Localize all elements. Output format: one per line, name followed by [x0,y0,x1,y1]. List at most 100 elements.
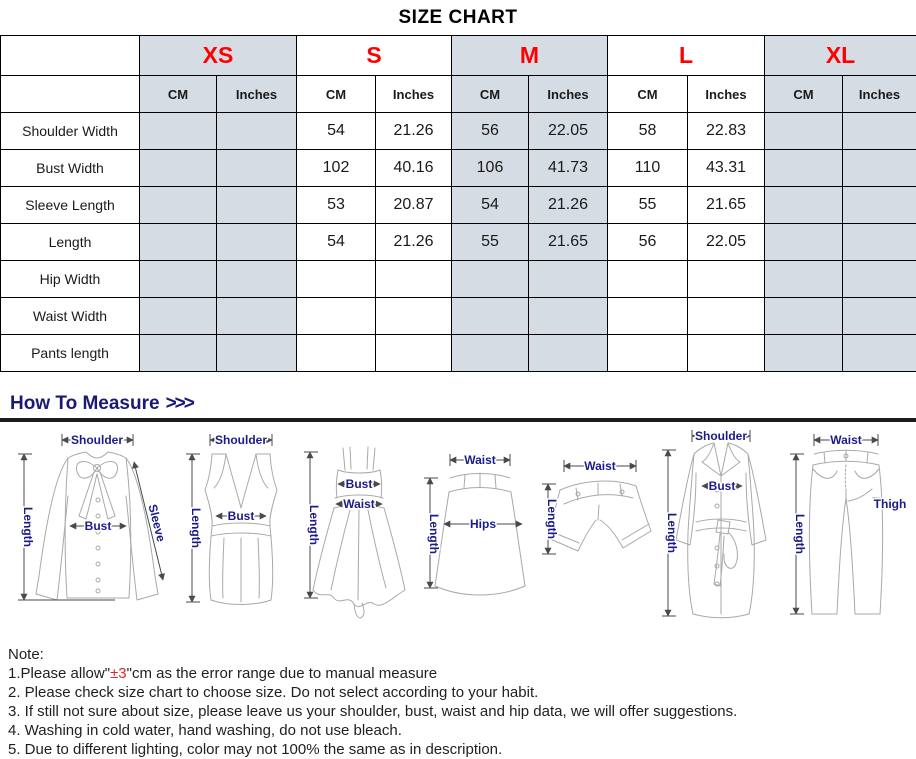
row-label: Pants length [1,335,140,372]
cell [688,261,765,298]
note-item-3: 3. If still not sure about size, please … [8,702,916,721]
cell [297,261,376,298]
coat-figure: Shoulder Bust Length [656,428,784,633]
cell [529,261,608,298]
cell [452,261,529,298]
cell [843,298,916,335]
table-row-waist-width: Waist Width [1,298,916,335]
note-1-suffix: "cm as the error range due to manual mea… [127,665,437,682]
cell [452,335,529,372]
cell [843,335,916,372]
pants-thigh-label: Thigh [874,497,906,511]
unit-l-inches: Inches [688,76,765,113]
cell: 106 [452,150,529,187]
cell [843,113,916,150]
cell: 21.65 [688,187,765,224]
cell [765,298,843,335]
cell [140,224,217,261]
tank-bust-label: Bust [228,509,255,523]
table-row-length: Length 54 21.26 55 21.65 56 22.05 [1,224,916,261]
blouse-shoulder-label: Shoulder [71,433,123,447]
cell: 22.05 [529,113,608,150]
blouse-figure: Shoulder Length Bust Sleeve [10,428,180,633]
pants-waist-label: Waist [830,433,862,447]
cell [843,187,916,224]
blouse-bust-label: Bust [85,519,112,533]
size-header-s: S [297,36,452,76]
dress-waist-label: Waist [343,497,375,511]
cell [376,335,452,372]
cell [140,113,217,150]
unit-xl-inches: Inches [843,76,916,113]
unit-s-inches: Inches [376,76,452,113]
cell: 43.31 [688,150,765,187]
cell [843,261,916,298]
cell [140,298,217,335]
cell [140,150,217,187]
unit-s-cm: CM [297,76,376,113]
triple-chevron-icon: >>> [166,393,193,414]
cell [688,298,765,335]
shorts-length-label: Length [545,499,559,539]
cell [376,261,452,298]
row-label: Length [1,224,140,261]
coat-length-label: Length [665,513,679,553]
cell [765,261,843,298]
dress-length-label: Length [307,505,321,545]
cell [608,261,688,298]
cell [765,150,843,187]
cell [765,113,843,150]
cell: 55 [608,187,688,224]
cell [297,335,376,372]
cell: 53 [297,187,376,224]
cell [217,187,297,224]
note-item-2: 2. Please check size chart to choose siz… [8,683,916,702]
unit-l-cm: CM [608,76,688,113]
cell [217,335,297,372]
skirt-length-label: Length [427,514,441,554]
coat-bust-label: Bust [709,479,736,493]
cell [140,261,217,298]
table-row-sleeve-length: Sleeve Length 53 20.87 54 21.26 55 21.65 [1,187,916,224]
tank-shoulder-label: Shoulder [215,433,267,447]
size-header-row: XS S M L XL [1,36,916,76]
cell [529,335,608,372]
dress-bust-label: Bust [346,477,373,491]
size-header-xs: XS [140,36,297,76]
row-label: Hip Width [1,261,140,298]
cell [765,224,843,261]
cell [529,298,608,335]
cell [688,335,765,372]
row-label: Waist Width [1,298,140,335]
size-header-l: L [608,36,765,76]
cell [140,187,217,224]
skirt-waist-label: Waist [464,453,496,467]
corner-cell [1,36,140,76]
cell: 102 [297,150,376,187]
table-row-pants-length: Pants length [1,335,916,372]
cell [608,335,688,372]
size-header-m: M [452,36,608,76]
cell: 41.73 [529,150,608,187]
cell: 54 [297,224,376,261]
corner-cell-2 [1,76,140,113]
cell: 21.65 [529,224,608,261]
how-to-measure-label: How To Measure [10,393,160,414]
note-item-1: 1.Please allow"±3"cm as the error range … [8,664,916,683]
cell [217,298,297,335]
skirt-figure: Waist Hips Length [420,428,538,633]
table-row-hip-width: Hip Width [1,261,916,298]
pants-figure: Waist Length Thigh [784,428,906,633]
unit-m-cm: CM [452,76,529,113]
coat-shoulder-label: Shoulder [695,429,747,443]
cell: 54 [452,187,529,224]
dress-figure: Bust Waist Length [298,428,420,633]
table-row-shoulder-width: Shoulder Width 54 21.26 56 22.05 58 22.8… [1,113,916,150]
cell [608,298,688,335]
cell: 58 [608,113,688,150]
cell: 40.16 [376,150,452,187]
cell: 56 [452,113,529,150]
cell: 54 [297,113,376,150]
cell [217,150,297,187]
